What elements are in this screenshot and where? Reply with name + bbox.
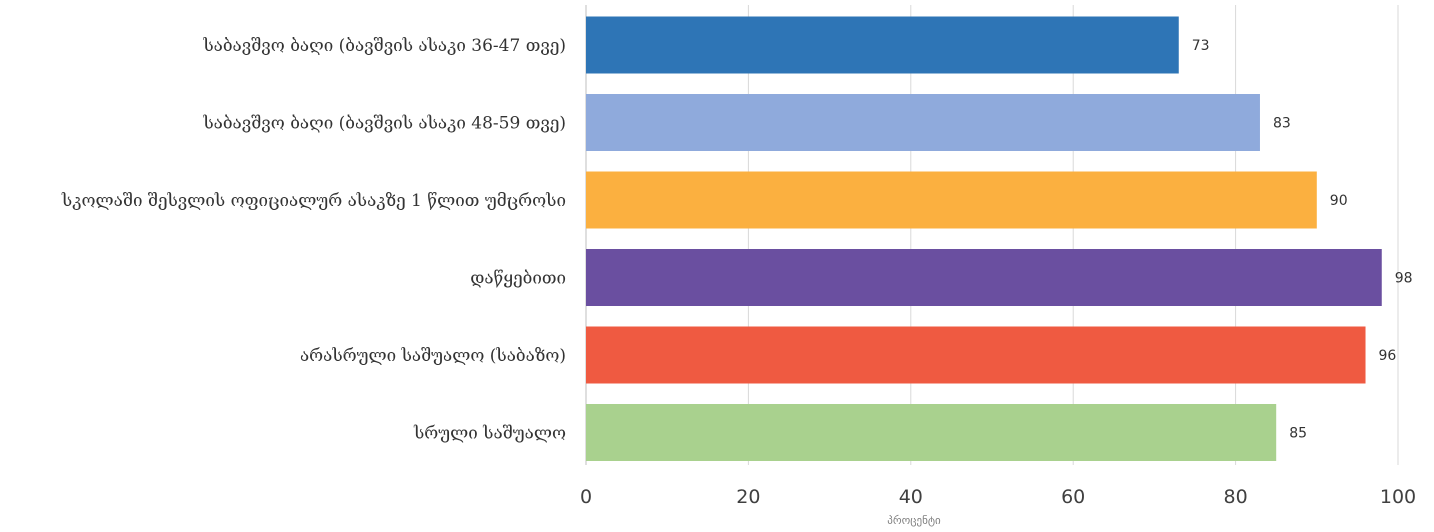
bar <box>586 171 1317 229</box>
bar <box>586 16 1179 74</box>
x-tick-label: 40 <box>899 486 923 508</box>
bar <box>586 404 1277 461</box>
data-label: 96 <box>1379 348 1397 364</box>
x-tick-label: 100 <box>1380 486 1416 508</box>
data-label: 85 <box>1289 426 1307 442</box>
category-labels: საბავშვო ბაღი (ბავშვის ასაკი 36-47 თვე) ს… <box>61 36 566 444</box>
x-tick-labels: 0 20 40 60 80 100 <box>580 486 1416 508</box>
data-label: 73 <box>1192 38 1210 54</box>
bar <box>586 249 1382 306</box>
data-labels: 73 83 90 98 96 85 <box>1192 38 1413 442</box>
bar <box>586 326 1366 384</box>
category-label: სკოლაში შესვლის ოფიციალურ ასაკზე 1 წლით … <box>61 191 566 211</box>
category-label: საბავშვო ბაღი (ბავშვის ასაკი 36-47 თვე) <box>202 36 566 56</box>
category-label: სრული საშუალო <box>413 424 566 444</box>
x-tick-label: 60 <box>1061 486 1085 508</box>
x-tick-label: 80 <box>1224 486 1248 508</box>
bars <box>586 16 1382 461</box>
category-label: საბავშვო ბაღი (ბავშვის ასაკი 48-59 თვე) <box>202 114 566 134</box>
x-axis-title: პროცენტი <box>887 514 941 527</box>
data-label: 83 <box>1273 116 1291 132</box>
bar <box>586 94 1260 151</box>
category-label: არასრული საშუალო (საბაზო) <box>300 346 566 366</box>
category-label: დაწყებითი <box>470 269 566 289</box>
x-tick-label: 0 <box>580 486 592 508</box>
data-label: 90 <box>1330 193 1348 209</box>
gridlines <box>747 5 1399 465</box>
data-label: 98 <box>1395 271 1413 287</box>
x-tick-label: 20 <box>736 486 760 508</box>
